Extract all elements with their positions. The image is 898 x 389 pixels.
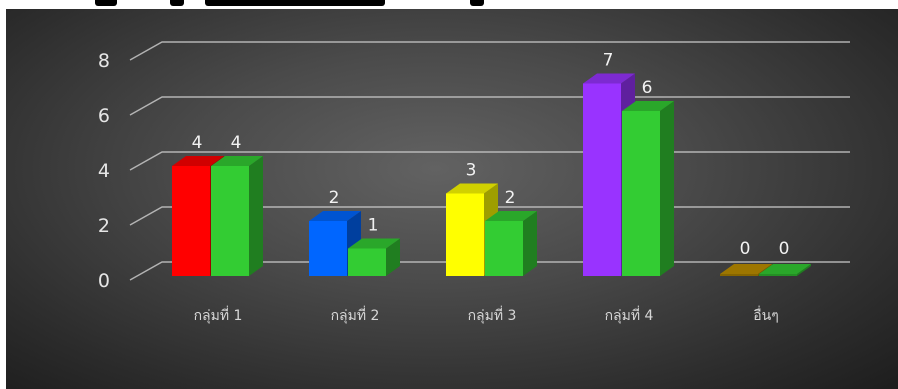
y-tick-label: 2	[98, 215, 110, 237]
bar-top	[720, 264, 772, 274]
bar-top	[759, 264, 811, 274]
data-labels: 4 4 2 1 3 2 7 6 0 0	[192, 51, 790, 260]
y-axis-ticks: 0 2 4 6 8	[98, 50, 110, 292]
bar-top	[622, 101, 674, 111]
bar-s1	[172, 166, 210, 276]
bar-s2	[211, 166, 249, 276]
bar-s1	[446, 193, 484, 276]
bar-s1	[309, 221, 347, 276]
bar-side	[249, 156, 263, 276]
bar-s2	[485, 221, 523, 276]
data-label: 2	[329, 188, 340, 208]
data-label: 0	[740, 239, 751, 259]
category-label: กลุ่มที่ 2	[331, 306, 380, 324]
bar-top	[348, 238, 400, 249]
bar-top	[211, 156, 263, 166]
bar-side	[523, 211, 537, 276]
category-labels: กลุ่มที่ 1 กลุ่มที่ 2 กลุ่มที่ 3 กลุ่มที่ 4…	[194, 306, 779, 324]
data-label: 1	[368, 216, 379, 236]
bars	[172, 73, 811, 276]
bar-top	[485, 211, 537, 221]
data-label: 7	[603, 51, 614, 71]
data-label: 4	[192, 133, 203, 153]
bar-s2	[348, 248, 386, 276]
bar-top	[446, 183, 498, 194]
category-label: กลุ่มที่ 4	[605, 306, 654, 324]
data-label: 0	[779, 239, 790, 259]
bar-side	[797, 264, 811, 276]
bar-side	[660, 101, 674, 276]
bar-side	[386, 238, 400, 276]
y-tick-label: 8	[98, 50, 110, 72]
bar-top	[309, 211, 361, 221]
gridline	[129, 96, 850, 116]
y-tick-label: 6	[98, 105, 110, 127]
data-label: 6	[642, 78, 653, 98]
data-label: 2	[505, 188, 516, 208]
bar-s1	[720, 274, 758, 276]
data-label: 3	[466, 161, 477, 181]
category-label: กลุ่มที่ 3	[468, 306, 517, 324]
category-label: อื่นๆ	[753, 306, 779, 324]
y-tick-label: 0	[98, 270, 110, 292]
bar-s2	[759, 274, 797, 276]
bar-s2	[622, 111, 660, 276]
category-label: กลุ่มที่ 1	[194, 306, 243, 324]
gridline	[129, 41, 850, 61]
y-tick-label: 4	[98, 160, 110, 182]
top-title-fragment	[0, 0, 898, 9]
bar-top	[583, 73, 635, 84]
bar-s1	[583, 83, 621, 276]
data-label: 4	[231, 133, 242, 153]
bar-top	[172, 156, 224, 166]
